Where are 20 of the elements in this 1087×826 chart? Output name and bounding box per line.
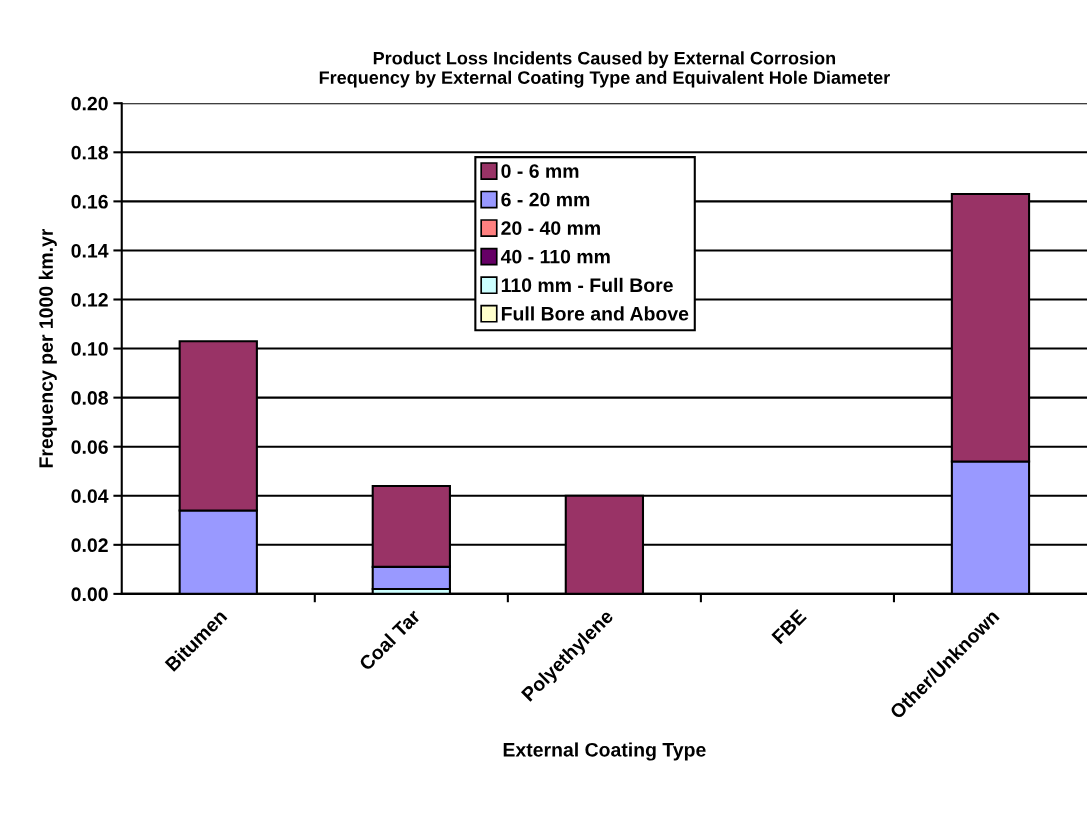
y-tick-label: 0.10: [71, 342, 108, 356]
y-tick-label: 0.20: [71, 96, 108, 111]
legend-label: 6 - 20 mm: [501, 192, 590, 207]
legend-label: 20 - 40 mm: [501, 221, 600, 235]
y-tick-label: 0.06: [71, 440, 108, 454]
y-tick-label: 0.08: [71, 391, 108, 405]
legend-label: 110 mm - Full Bore: [501, 277, 673, 293]
legend-label: 0 - 6 mm: [501, 164, 579, 178]
y-tick-label: 0.18: [71, 145, 108, 160]
legend-label: 40 - 110 mm: [500, 249, 610, 264]
x-axis-title: External Coating Type: [503, 742, 706, 761]
y-tick-label: 0.14: [71, 243, 109, 258]
legend-label: Full Bore and Above: [501, 306, 689, 321]
y-tick-label: 0.02: [71, 538, 108, 553]
chart-title: Product Loss Incidents Caused by External Corrosion Frequency by External Coating Type and Equivalent Hole Diameter: [319, 51, 890, 88]
y-axis-title: Frequency per 1000 km.yr: [38, 228, 57, 468]
y-tick-label: 0.04: [71, 489, 109, 503]
y-tick-label: 0.12: [71, 292, 108, 307]
y-tick-label: 0.16: [71, 194, 108, 209]
y-tick-label: 0.00: [71, 587, 108, 602]
